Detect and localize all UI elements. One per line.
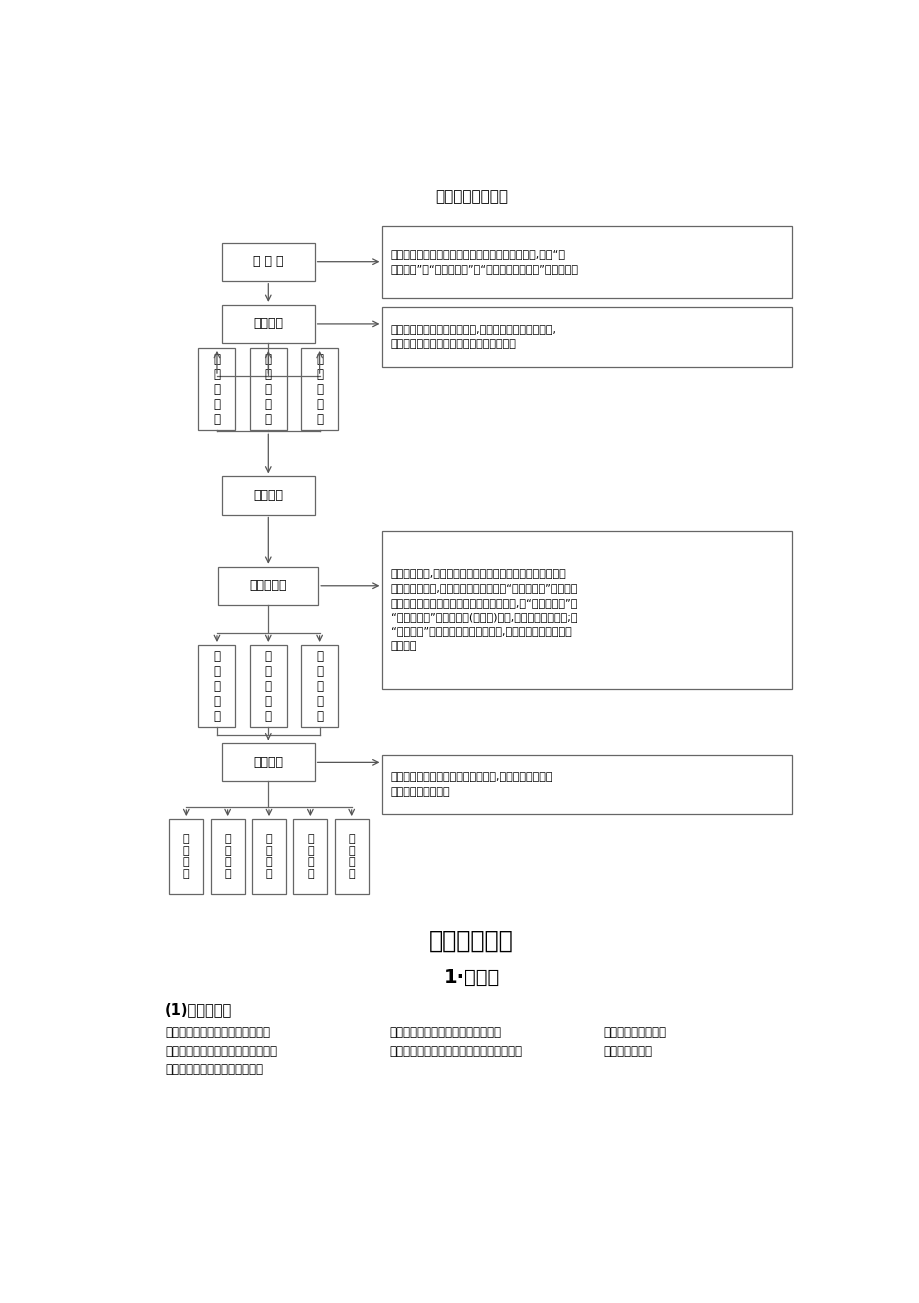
Bar [210, 820, 244, 894]
Text: 形成设计与创作: 形成设计与创作 [603, 1045, 652, 1058]
Text: 根据不同阶段学生的身心特点,遵循美术教学的认知规律,
将总目标分解落实到各年段的阶段目标中。: 根据不同阶段学生的身心特点,遵循美术教学的认知规律, 将总目标分解落实到各年段的… [391, 324, 556, 349]
Text: 有创意性地表现学习与生活中的常见事物，: 有创意性地表现学习与生活中的常见事物， [389, 1045, 522, 1058]
Text: 知道自然美和艺术美的基本法则，: 知道自然美和艺术美的基本法则， [165, 1025, 269, 1038]
Text: 1·总目标: 1·总目标 [443, 968, 499, 986]
Text: 一
至
二
年
级: 一 至 二 年 级 [213, 353, 221, 426]
Text: 拓
展
型
课
程: 拓 展 型 课 程 [265, 650, 271, 723]
Text: 阶段目标: 阶段目标 [253, 318, 283, 331]
Text: 基
础
型
课
程: 基 础 型 课 程 [213, 650, 221, 723]
Text: 的初步能力，美化环境与生活。: 的初步能力，美化环境与生活。 [165, 1063, 263, 1076]
Text: 探
究
型
课
程: 探 究 型 课 程 [316, 650, 323, 723]
Text: 教
学
建
议: 教 学 建 议 [224, 834, 231, 880]
Text: 六
至
七
年
级: 六 至 七 年 级 [316, 353, 323, 426]
Bar [249, 348, 287, 430]
Text: 按照上海二期课改的理念及学科的定位制定总目标,包括“知
识与技能”、“过程与方法”、“情感态度与价值观”三个维度。: 按照上海二期课改的理念及学科的定位制定总目标,包括“知 识与技能”、“过程与方法… [391, 249, 578, 274]
Bar [199, 645, 235, 727]
Bar [169, 820, 203, 894]
Bar [301, 645, 338, 727]
Bar [221, 743, 314, 782]
Bar [293, 820, 327, 894]
Text: 课程标准框架图表: 课程标准框架图表 [435, 189, 507, 205]
Text: 根据阶段目标,使学习内容与要求针对基础型、拓展型和探究
型等课程的不同,更具有可实践性。其中“内容与要求”按美术学
习的一般特征和各阶段的基本内容进行概括,分“: 根据阶段目标,使学习内容与要求针对基础型、拓展型和探究 型等课程的不同,更具有可… [391, 569, 578, 652]
Bar [382, 225, 791, 298]
Text: 实施意见: 实施意见 [253, 756, 283, 769]
Bar [335, 820, 369, 894]
Text: (1)知识与技能: (1)知识与技能 [165, 1002, 232, 1016]
Text: 总 目 标: 总 目 标 [253, 255, 283, 268]
Bar [218, 567, 318, 605]
Text: 三
至
五
年
级: 三 至 五 年 级 [265, 353, 271, 426]
Bar [382, 530, 791, 689]
Bar [221, 477, 314, 515]
Bar [221, 305, 314, 343]
Bar [382, 756, 791, 813]
Text: 课程设置: 课程设置 [253, 489, 283, 502]
Text: 学
习
练
习: 学 习 练 习 [266, 834, 272, 880]
Bar [252, 820, 286, 894]
Text: 保
障
措
施: 保 障 措 施 [348, 834, 355, 880]
Bar [301, 348, 338, 430]
Text: 内容与要求: 内容与要求 [249, 580, 287, 593]
Text: 运用美术要素构成规: 运用美术要素构成规 [603, 1025, 665, 1038]
Text: 二、课程目标: 二、课程目标 [428, 929, 514, 952]
Bar [221, 242, 314, 280]
Bar [249, 645, 287, 727]
Text: 律进行美术欣赏和创作等学习活动，: 律进行美术欣赏和创作等学习活动， [165, 1045, 277, 1058]
Text: 能掌握美术的基础知识和基本技能，: 能掌握美术的基础知识和基本技能， [389, 1025, 501, 1038]
Text: 评
价
意
见: 评 价 意 见 [307, 834, 313, 880]
Bar [382, 308, 791, 367]
Text: 教
材
编
写: 教 材 编 写 [183, 834, 189, 880]
Text: 课程实施是完成课程目标的基础保证,其各项内容均体现
指导性和可操作性。: 课程实施是完成课程目标的基础保证,其各项内容均体现 指导性和可操作性。 [391, 773, 553, 796]
Bar [199, 348, 235, 430]
